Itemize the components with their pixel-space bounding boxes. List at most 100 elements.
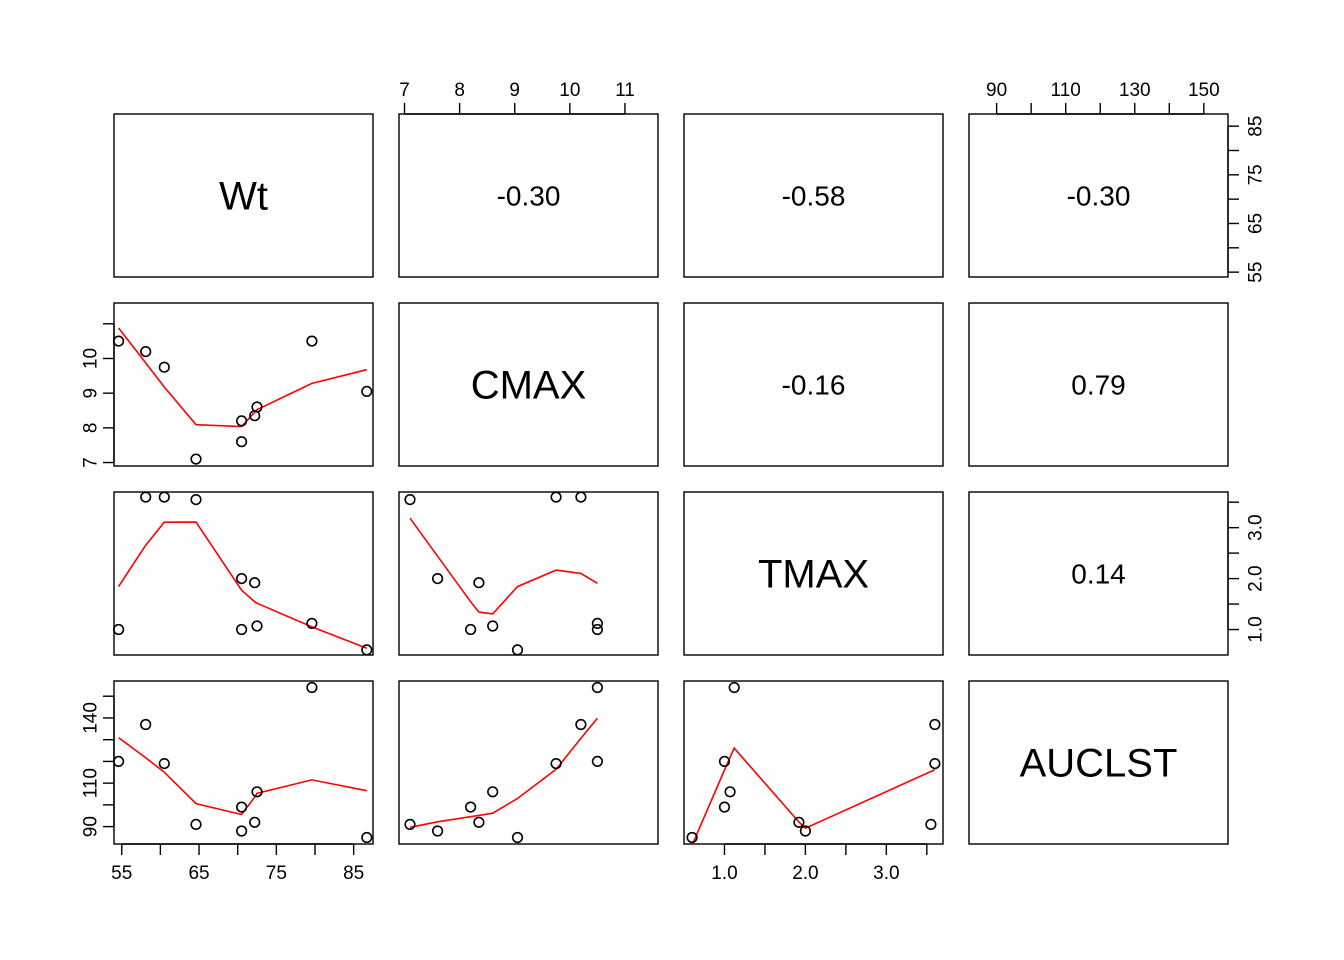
tick-label: 90 [986,80,1007,101]
data-point-3 [550,757,562,770]
tick-label: 7 [399,80,410,101]
data-point-4 [925,818,937,831]
tick-label: 7 [81,457,102,468]
tick-label: 65 [1246,213,1267,234]
variable-label-tmax: TMAX [758,553,869,597]
data-point-1 [718,755,731,768]
data-point-7 [473,816,485,828]
data-point-7 [249,816,261,828]
data-point-8 [724,786,736,798]
y-axis-right-wt: 55 65 75 85 [1227,116,1267,283]
tick-label: 11 [615,80,635,101]
data-point-7 [793,816,805,828]
smoother-line [117,521,368,649]
data-point-6 [465,801,477,813]
panel-frame [398,491,659,656]
panel-wt-vs-wt: Wt [113,113,374,278]
tick-label: 1.0 [711,863,737,884]
data-point-2 [140,491,152,503]
data-point-1 [112,623,125,636]
data-point-10 [361,644,373,656]
smoother-line [117,327,367,428]
data-point-5 [236,572,248,585]
tick-label: 3.0 [873,863,899,884]
data-point-3 [158,361,170,373]
panel-auclst-vs-auclst: AUCLST [968,680,1229,845]
tick-label: 75 [1246,164,1267,185]
data-point-4 [190,494,202,506]
data-point-2 [575,718,587,731]
data-point-6 [465,623,477,636]
data-point-6 [718,801,731,813]
data-point-5 [432,572,444,585]
data-point-10 [361,831,373,844]
panel-wt-vs-tmax: -0.58 [683,113,944,278]
panel-cmax-vs-tmax: -0.16 [683,302,944,467]
panel-frame [113,491,374,656]
tick-label: 9 [81,388,102,399]
tick-label: 85 [343,863,364,884]
tick-label: 150 [1188,80,1220,101]
data-point-2 [140,718,152,731]
data-point-9 [591,617,604,630]
x-axis-bottom-tmax: 1.0 2.0 3.0 [711,843,928,884]
data-point-6 [236,801,248,813]
data-point-9 [306,335,318,347]
data-point-2 [929,718,941,731]
data-point-9 [591,681,604,694]
data-point-8 [487,786,499,798]
data-point-7 [473,577,485,589]
panel-wt-vs-auclst: -0.30 [968,113,1229,278]
data-point-2 [140,346,152,358]
data-point-5 [236,436,248,448]
panel-auclst-vs-tmax [683,680,944,846]
y-axis-left-auclst: 90 110 140 [81,695,115,837]
panel-cmax-vs-cmax: CMAX [398,302,659,467]
y-axis-right-tmax: 1.0 2.0 3.0 [1227,501,1267,643]
data-point-9 [306,681,318,694]
variable-label-auclst: AUCLST [1020,742,1178,786]
tick-label: 8 [81,423,102,434]
panel-frame [683,113,944,278]
panel-auclst-vs-cmax [398,680,659,845]
panel-tmax-vs-tmax: TMAX [683,491,944,656]
panel-auclst-vs-wt [112,680,374,845]
panel-frame [683,491,944,656]
panel-frame [968,680,1229,845]
data-point-3 [158,757,170,770]
data-point-1 [112,335,125,347]
data-point-1 [112,755,125,768]
panel-frame [398,680,659,845]
data-point-7 [249,577,261,589]
panel-frame [113,302,374,467]
data-point-10 [361,385,373,398]
tick-label: 1.0 [1246,616,1267,642]
panel-frame [113,113,374,278]
tick-label: 10 [559,80,580,101]
tick-label: 10 [81,348,102,369]
data-point-1 [591,623,604,636]
panel-frame [968,302,1229,467]
data-point-6 [236,415,248,427]
correlation-cmax-auclst: 0.79 [1071,370,1126,401]
data-point-4 [190,818,202,831]
tick-label: 55 [1246,262,1267,283]
data-point-2 [575,491,587,503]
tick-label: 130 [1119,80,1151,101]
panel-frame [683,680,944,845]
tick-label: 90 [81,816,102,837]
correlation-wt-cmax: -0.30 [497,181,561,212]
data-point-4 [190,453,202,465]
tick-label: 3.0 [1246,514,1267,540]
panel-frame [398,302,659,467]
tick-label: 110 [1051,80,1081,101]
data-point-1 [591,755,604,768]
tick-label: 9 [509,80,520,101]
x-axis-top-cmax: 7 8 9 10 11 [399,80,635,115]
tick-label: 85 [1246,116,1267,137]
data-point-10 [511,644,524,656]
smoother-line [118,736,367,816]
data-point-6 [236,623,248,636]
tick-label: 55 [111,863,132,884]
data-point-9 [306,617,318,630]
